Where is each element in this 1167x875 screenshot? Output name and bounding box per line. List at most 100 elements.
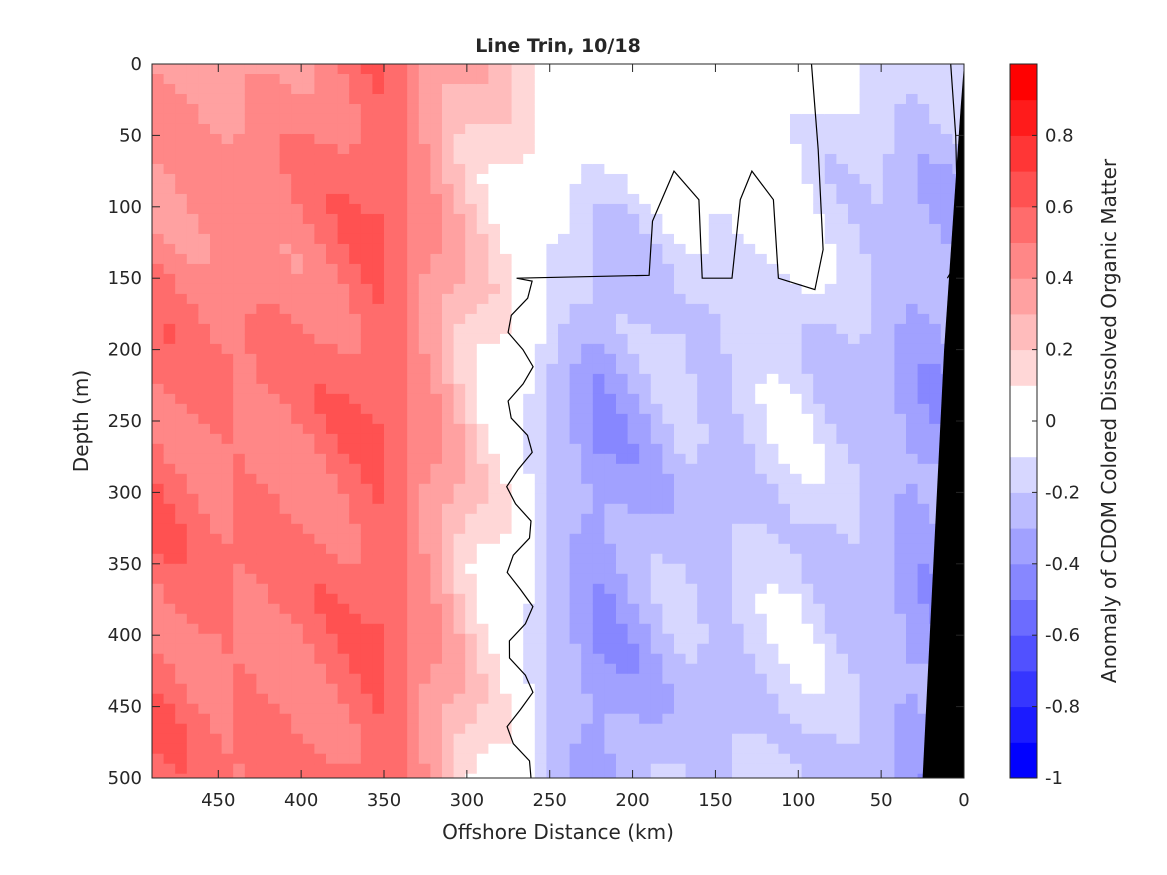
field-cell [465, 533, 478, 545]
field-cell [685, 723, 698, 735]
field-cell [824, 373, 837, 385]
field-cell [244, 303, 257, 315]
field-cell [801, 83, 814, 95]
field-cell [175, 503, 188, 515]
field-cell [430, 223, 443, 235]
field-cell [395, 343, 408, 355]
field-cell [929, 173, 942, 185]
field-cell [836, 213, 849, 225]
field-cell [268, 193, 281, 205]
field-cell [488, 333, 501, 345]
field-cell [917, 203, 930, 215]
field-cell [894, 263, 907, 275]
field-cell [917, 123, 930, 135]
field-cell [697, 213, 710, 225]
field-cell [221, 463, 234, 475]
field-cell [627, 653, 640, 665]
field-cell [627, 613, 640, 625]
field-cell [500, 203, 513, 215]
field-cell [360, 363, 373, 375]
field-cell [523, 763, 536, 775]
field-cell [384, 743, 397, 755]
field-cell [233, 643, 246, 655]
field-cell [175, 743, 188, 755]
field-cell [616, 183, 629, 195]
field-cell [662, 383, 675, 395]
field-cell [650, 473, 663, 485]
field-cell [848, 563, 861, 575]
field-cell [500, 293, 513, 305]
field-cell [616, 193, 629, 205]
field-cell [302, 64, 315, 75]
field-cell [697, 603, 710, 615]
field-cell [268, 143, 281, 155]
field-cell [732, 493, 745, 505]
field-cell [778, 753, 791, 765]
field-cell [175, 64, 188, 75]
field-cell [650, 123, 663, 135]
field-cell [801, 623, 814, 635]
field-cell [476, 533, 489, 545]
field-cell [558, 753, 571, 765]
field-cell [500, 703, 513, 715]
field-cell [836, 613, 849, 625]
field-cell [523, 713, 536, 725]
field-cell [616, 393, 629, 405]
field-cell [418, 413, 431, 425]
field-cell [906, 143, 919, 155]
field-cell [476, 83, 489, 95]
field-cell [198, 663, 211, 675]
field-cell [476, 763, 489, 775]
field-cell [906, 423, 919, 435]
field-cell [418, 433, 431, 445]
field-cell [488, 433, 501, 445]
field-cell [384, 393, 397, 405]
field-cell [697, 253, 710, 265]
field-cell [917, 233, 930, 245]
field-cell [337, 473, 350, 485]
field-cell [534, 313, 547, 325]
field-cell [221, 743, 234, 755]
field-cell [581, 503, 594, 515]
field-cell [581, 553, 594, 565]
field-cell [314, 443, 327, 455]
field-cell [453, 603, 466, 615]
field-cell [221, 573, 234, 585]
field-cell [233, 623, 246, 635]
field-cell [778, 563, 791, 575]
field-cell [326, 493, 339, 505]
field-cell [766, 93, 779, 105]
field-cell [743, 363, 756, 375]
field-cell [442, 153, 455, 165]
field-cell [662, 423, 675, 435]
field-cell [395, 203, 408, 215]
field-cell [221, 693, 234, 705]
field-cell [882, 153, 895, 165]
field-cell [384, 153, 397, 165]
field-cell [848, 753, 861, 765]
field-cell [175, 213, 188, 225]
field-cell [407, 143, 420, 155]
field-cell [233, 593, 246, 605]
field-cell [801, 253, 814, 265]
field-cell [801, 233, 814, 245]
field-cell [291, 413, 304, 425]
field-cell [604, 103, 617, 115]
field-cell [256, 603, 269, 615]
field-cell [221, 673, 234, 685]
field-cell [592, 403, 605, 415]
field-cell [813, 593, 826, 605]
field-cell [674, 453, 687, 465]
field-cell [198, 333, 211, 345]
field-cell [384, 363, 397, 375]
field-cell [604, 283, 617, 295]
field-cell [523, 74, 536, 85]
field-cell [790, 453, 803, 465]
field-cell [511, 563, 524, 575]
field-cell [302, 333, 315, 345]
field-cell [894, 723, 907, 735]
field-cell [732, 643, 745, 655]
field-cell [685, 623, 698, 635]
field-cell [929, 83, 942, 95]
field-cell [384, 223, 397, 235]
